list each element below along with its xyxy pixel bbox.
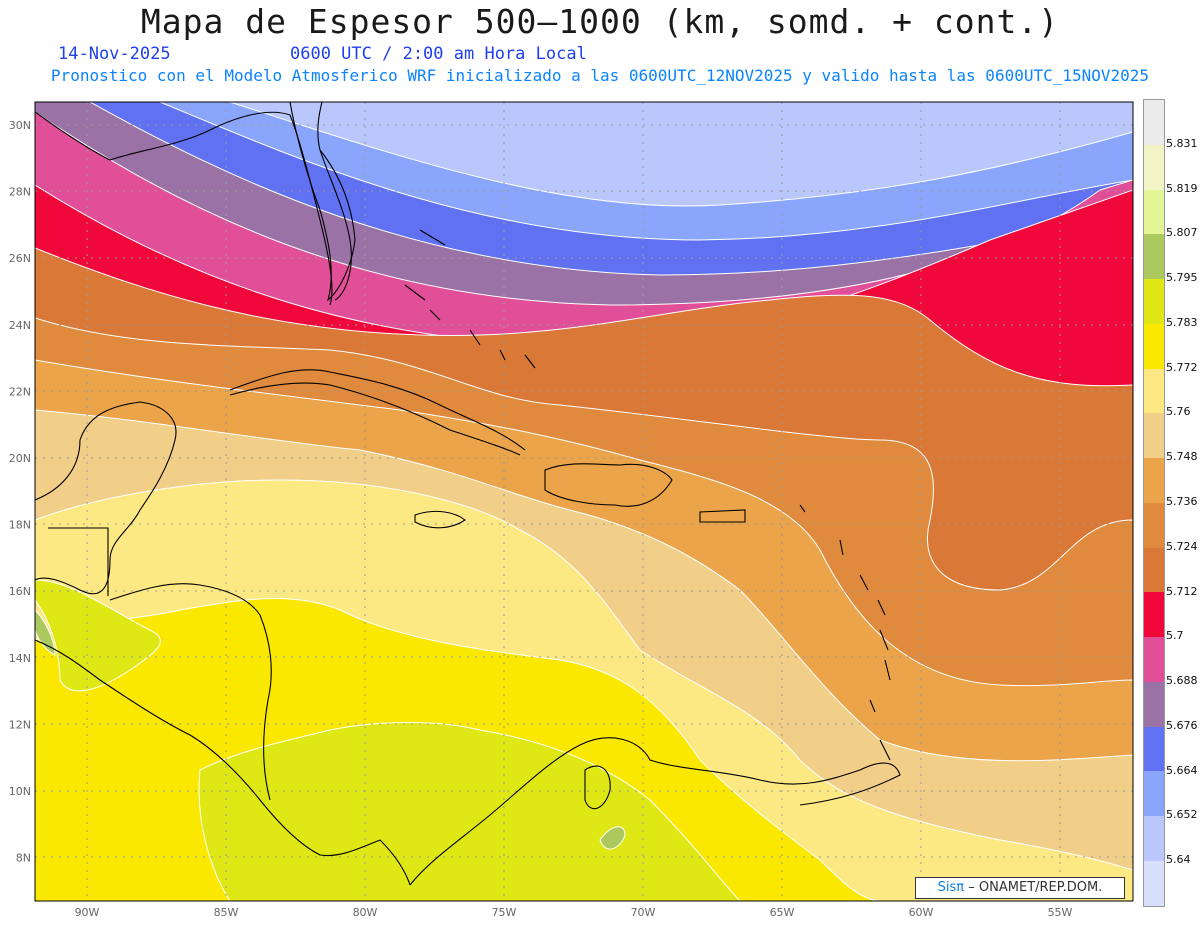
map-fill bbox=[35, 102, 1133, 901]
lat-label: 24N bbox=[9, 319, 31, 332]
map-frame bbox=[34, 101, 1134, 902]
grid bbox=[35, 102, 1133, 901]
colorbar-swatch bbox=[1144, 144, 1164, 190]
colorbar-label: 5.652 bbox=[1166, 808, 1198, 822]
lon-label: 55W bbox=[1048, 906, 1073, 919]
colorbar-label: 5.736 bbox=[1166, 495, 1198, 508]
colorbar-label: 5.831 bbox=[1166, 136, 1198, 150]
colorbar-swatch bbox=[1144, 771, 1164, 817]
lat-label: 22N bbox=[9, 385, 31, 398]
colorbar-swatch bbox=[1144, 189, 1164, 235]
lon-label: 75W bbox=[492, 906, 517, 919]
colorbar-label: 5.724 bbox=[1166, 539, 1198, 553]
colorbar-label: 5.64 bbox=[1166, 853, 1191, 867]
colorbar-label: 5.772 bbox=[1166, 360, 1198, 374]
lon-label: 85W bbox=[214, 906, 239, 919]
colorbar-swatch bbox=[1144, 368, 1164, 414]
lat-label: 26N bbox=[9, 252, 31, 265]
colorbar bbox=[1143, 99, 1165, 907]
colorbar-label: 5.688 bbox=[1166, 674, 1198, 688]
colorbar-swatch bbox=[1144, 726, 1164, 772]
band-5.795-patch bbox=[35, 609, 56, 656]
colorbar-swatch bbox=[1144, 861, 1164, 906]
colorbar-label: 5.783 bbox=[1166, 315, 1198, 329]
lat-label: 16N bbox=[9, 585, 31, 598]
longitude-labels: 90W 85W 80W 75W 70W 65W 60W 55W bbox=[75, 906, 1073, 919]
colorbar-label: 5.76 bbox=[1166, 405, 1191, 419]
colorbar-swatch bbox=[1144, 502, 1164, 548]
lat-label: 8N bbox=[16, 852, 31, 865]
colorbar-swatch bbox=[1144, 323, 1164, 369]
lat-label: 18N bbox=[9, 519, 31, 532]
lesser-antilles bbox=[799, 504, 891, 761]
puerto-rico bbox=[699, 509, 746, 523]
colorbar-label: 5.748 bbox=[1166, 450, 1198, 464]
forecast-subtitle: Pronostico con el Modelo Atmosferico WRF… bbox=[50, 66, 1150, 85]
colorbar-swatch bbox=[1144, 100, 1164, 145]
colorbar-label: 5.807 bbox=[1166, 226, 1198, 240]
lon-label: 60W bbox=[909, 906, 934, 919]
band-5.783 bbox=[35, 579, 161, 692]
lat-label: 20N bbox=[9, 452, 31, 465]
lake-maracaibo bbox=[584, 765, 611, 810]
lon-label: 80W bbox=[353, 906, 378, 919]
colorbar-label: 5.676 bbox=[1166, 718, 1198, 732]
colorbar-swatch bbox=[1144, 681, 1164, 727]
bahamas bbox=[404, 229, 536, 369]
south-america bbox=[409, 737, 901, 886]
cuba bbox=[229, 369, 526, 456]
sispi-logo-text: Sisπ bbox=[937, 880, 965, 895]
latitude-labels: 30N 28N 26N 24N 22N 20N 18N 16N 14N 12N 10N 8N bbox=[9, 119, 31, 865]
central-america bbox=[35, 583, 411, 886]
lat-label: 10N bbox=[9, 785, 31, 798]
band-5.795-patch-2 bbox=[599, 826, 626, 850]
jamaica bbox=[414, 510, 466, 529]
hispaniola bbox=[544, 463, 673, 507]
lat-label: 12N bbox=[9, 718, 31, 731]
band-5.783-south bbox=[198, 722, 741, 901]
coastlines bbox=[35, 102, 901, 886]
forecast-time: 0600 UTC / 2:00 am Hora Local bbox=[290, 44, 587, 64]
forecast-date: 14-Nov-2025 bbox=[58, 44, 171, 64]
colorbar-label: 5.819 bbox=[1166, 181, 1198, 195]
lon-label: 90W bbox=[75, 906, 100, 919]
credit-box: Sisπ – ONAMET/REP.DOM. bbox=[915, 877, 1125, 899]
lon-label: 65W bbox=[770, 906, 795, 919]
colorbar-swatch bbox=[1144, 413, 1164, 459]
gulf-coast bbox=[35, 111, 352, 306]
colorbar-label: 5.712 bbox=[1166, 584, 1198, 598]
colorbar-swatch bbox=[1144, 279, 1164, 324]
colorbar-swatch bbox=[1144, 637, 1164, 682]
colorbar-label: 5.664 bbox=[1166, 763, 1198, 777]
map-title: Mapa de Espesor 500–1000 (km, somd. + co… bbox=[140, 2, 1060, 41]
lat-label: 14N bbox=[9, 652, 31, 665]
lon-label: 70W bbox=[631, 906, 656, 919]
colorbar-swatch bbox=[1144, 547, 1164, 593]
colorbar-swatch bbox=[1144, 592, 1164, 638]
colorbar-swatch bbox=[1144, 816, 1164, 862]
lat-label: 28N bbox=[9, 186, 31, 199]
yucatan bbox=[35, 401, 177, 596]
colorbar-label: 5.795 bbox=[1166, 271, 1198, 285]
colorbar-label: 5.7 bbox=[1166, 629, 1184, 643]
lat-label: 30N bbox=[9, 119, 31, 132]
colorbar-swatch bbox=[1144, 458, 1164, 503]
florida bbox=[289, 102, 356, 302]
credit-text: – ONAMET/REP.DOM. bbox=[968, 880, 1103, 895]
colorbar-swatch bbox=[1144, 234, 1164, 280]
